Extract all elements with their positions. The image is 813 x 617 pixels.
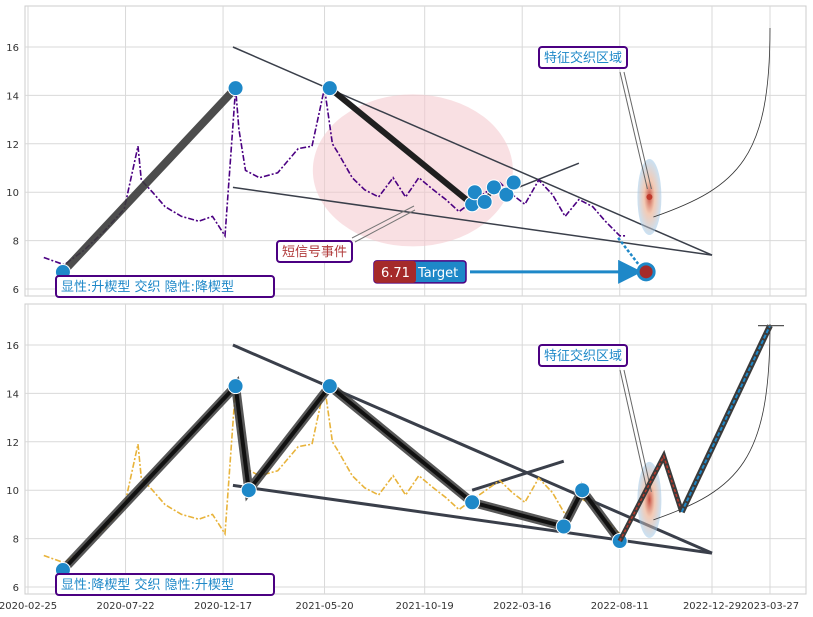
projection-line [680, 325, 771, 513]
top-pattern-leg [60, 85, 239, 275]
bottom-pattern-label-box [55, 573, 275, 596]
bottom-y-tick-label: 14 [6, 389, 19, 400]
bottom-y-tick-label: 8 [13, 535, 19, 546]
target-path [617, 237, 640, 265]
target-value: 6.71 [381, 266, 410, 281]
top-y-tick-label: 12 [6, 140, 19, 151]
top-feature-zone-label-box [538, 46, 628, 69]
short-signal-pointer [354, 209, 416, 243]
short-signal-pointer [351, 205, 415, 239]
top-y-tick-label: 8 [13, 237, 19, 248]
top-pattern-point [485, 179, 502, 196]
top-pattern-leg [327, 85, 475, 207]
top-feature-pointer [623, 71, 652, 190]
top-y-tick-label: 6 [13, 285, 19, 296]
bottom-y-tick-label: 10 [6, 486, 19, 497]
x-tick-label: 2020-02-25 [0, 601, 57, 612]
bottom-y-tick-label: 12 [6, 438, 19, 449]
x-tick-label: 2021-10-19 [396, 601, 454, 612]
bottom-feature-zone-label-group: 特征交织区域 [538, 344, 628, 367]
bottom-pattern-point [464, 494, 481, 511]
bottom-feature-zone-label-box [538, 344, 628, 367]
short-signal-label-group: 短信号事件 [276, 240, 353, 263]
bottom-feature-zone-label: 特征交织区域 [544, 348, 622, 364]
bottom-feature-pointer [623, 369, 652, 492]
top-projection-arc [653, 27, 771, 218]
x-tick-label: 2021-05-20 [295, 601, 353, 612]
bottom-pattern-point [555, 518, 572, 535]
top-feature-pointer [619, 71, 648, 190]
top-pattern-label: 显性:升楔型 交织 隐性:降楔型 [61, 279, 234, 295]
bottom-trend-line [471, 459, 565, 492]
top-pattern-point [476, 193, 493, 210]
bottom-pattern-label: 显性:降楔型 交织 隐性:升楔型 [61, 577, 234, 593]
bottom-pattern-label-group: 显性:降楔型 交织 隐性:升楔型 [55, 573, 275, 596]
bottom-pattern-point [227, 378, 244, 395]
bottom-pattern-point [240, 482, 257, 499]
top-pattern-point [505, 174, 522, 191]
top-trend-line [232, 186, 713, 256]
top-pattern-label-group: 显性:升楔型 交织 隐性:降楔型 [55, 275, 275, 298]
bottom-price-line [43, 385, 626, 564]
top-pattern-label-box [55, 275, 275, 298]
bottom-y-tick-label: 6 [13, 583, 19, 594]
target-label: Target [417, 266, 458, 281]
x-tick-label: 2020-07-22 [96, 601, 154, 612]
top-y-tick-label: 14 [6, 91, 19, 102]
top-y-tick-label: 10 [6, 188, 19, 199]
top-y-tick-label: 16 [6, 43, 19, 54]
top-pattern-point [466, 184, 483, 201]
top-pattern-point [227, 80, 244, 97]
top-pattern-point [321, 80, 338, 97]
bottom-plot-frame [24, 303, 807, 595]
x-tick-label: 2022-12-29 [683, 601, 741, 612]
x-tick-label: 2023-03-27 [741, 601, 799, 612]
bottom-feature-pointer [619, 369, 648, 492]
x-tick-label: 2022-08-11 [591, 601, 649, 612]
target-value-bg [374, 260, 416, 283]
top-feature-dot [646, 194, 653, 201]
target-point [636, 262, 656, 282]
top-signal-ellipse [312, 94, 513, 247]
target-badge: 6.71 Target [373, 260, 467, 284]
x-tick-label: 2022-03-16 [493, 601, 551, 612]
x-tick-label: 2020-12-17 [194, 601, 252, 612]
projection-zigzag [619, 454, 683, 542]
bottom-y-tick-label: 16 [6, 341, 19, 352]
bottom-pattern-point [574, 482, 591, 499]
bottom-trend-line [232, 483, 713, 555]
top-feature-zone-label: 特征交织区域 [544, 50, 622, 66]
short-signal-label: 短信号事件 [282, 245, 347, 260]
short-signal-label-box [276, 240, 353, 263]
top-trend-line [232, 46, 713, 256]
bottom-pattern-point [321, 378, 338, 395]
top-pattern-point [498, 186, 515, 203]
top-price-line [43, 87, 626, 266]
top-feature-zone-label-group: 特征交织区域 [538, 46, 628, 69]
